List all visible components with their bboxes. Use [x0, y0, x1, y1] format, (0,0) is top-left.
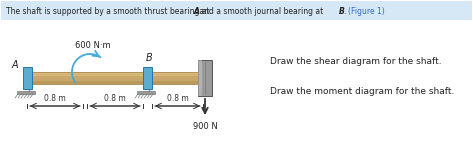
Text: A: A — [12, 60, 18, 70]
Bar — [198, 60, 212, 96]
Bar — [17, 91, 35, 94]
Bar — [137, 91, 155, 94]
FancyBboxPatch shape — [1, 1, 472, 20]
Text: 0.8 m: 0.8 m — [44, 94, 66, 103]
Bar — [25, 81, 205, 84]
Text: The shaft is supported by a smooth thrust bearing at: The shaft is supported by a smooth thrus… — [6, 7, 212, 15]
Text: 600 N·m: 600 N·m — [75, 41, 111, 50]
Bar — [25, 72, 205, 84]
Text: B: B — [339, 7, 345, 15]
Bar — [25, 73, 205, 76]
Text: 0.8 m: 0.8 m — [104, 94, 126, 103]
Text: Draw the moment diagram for the shaft.: Draw the moment diagram for the shaft. — [270, 87, 455, 97]
Text: (Figure 1): (Figure 1) — [348, 7, 385, 15]
Text: Draw the shear diagram for the shaft.: Draw the shear diagram for the shaft. — [270, 58, 442, 66]
Bar — [23, 67, 32, 89]
Text: 900 N: 900 N — [193, 122, 218, 131]
Text: 0.8 m: 0.8 m — [166, 94, 188, 103]
Bar — [198, 60, 202, 96]
Text: and a smooth journal bearing at: and a smooth journal bearing at — [197, 7, 325, 15]
Text: .: . — [344, 7, 349, 15]
Text: A: A — [193, 7, 199, 15]
Text: B: B — [146, 53, 152, 63]
Bar — [143, 67, 152, 89]
